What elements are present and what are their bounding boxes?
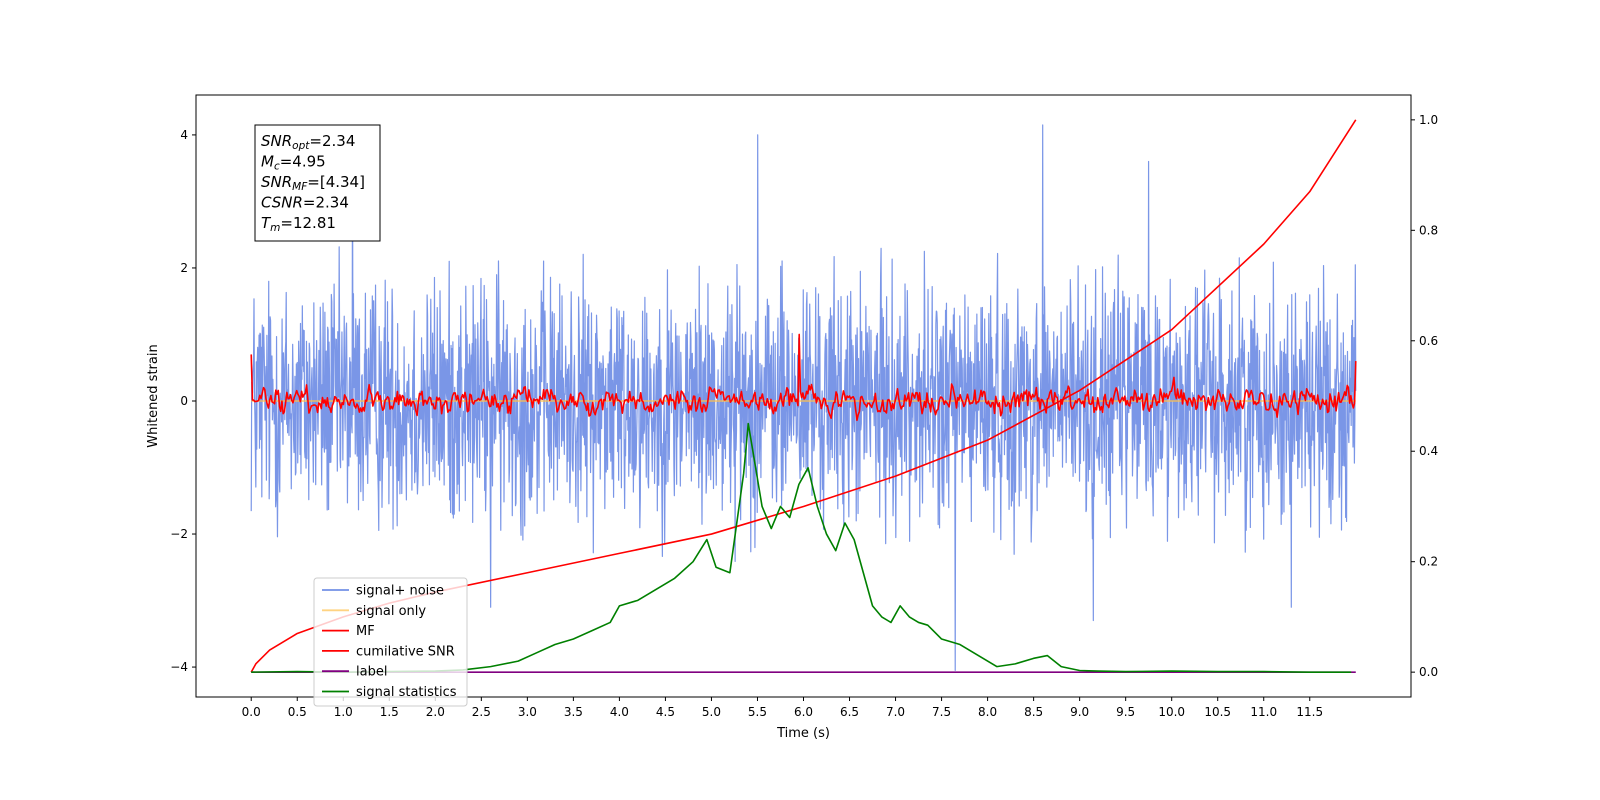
info-box-line: SNRopt=2.34 xyxy=(261,132,355,152)
x-tick-label: 0.0 xyxy=(242,705,261,719)
x-tick-label: 3.5 xyxy=(564,705,583,719)
series-line-3 xyxy=(250,119,1357,673)
y-tick-label: 0 xyxy=(180,394,188,408)
y2-tick-label: 0.4 xyxy=(1419,444,1438,458)
series-line-2 xyxy=(250,333,1357,422)
x-tick-label: 6.5 xyxy=(840,705,859,719)
y-tick-label: −2 xyxy=(170,527,188,541)
x-tick-label: 11.5 xyxy=(1296,705,1323,719)
x-axis-label: Time (s) xyxy=(776,726,830,741)
y2-tick-label: 1.0 xyxy=(1419,113,1438,127)
axes: 0.0 0.5 1.0 1.5 2.0 2.5 3.0 3.5 4.0 4.5 5.0 5.5 6.0 6… xyxy=(170,113,1438,719)
legend-label: signal+ noise xyxy=(356,584,444,599)
legend-label: cumilative SNR xyxy=(356,644,455,659)
x-tick-label: 10.5 xyxy=(1204,705,1231,719)
x-tick-label: 5.5 xyxy=(748,705,767,719)
y-tick-label: 4 xyxy=(180,128,188,142)
x-tick-label: 7.5 xyxy=(932,705,951,719)
legend-label: label xyxy=(356,665,387,680)
legend-frame xyxy=(313,577,468,707)
x-tick-label: 7.0 xyxy=(886,705,905,719)
x-tick-label: 11.0 xyxy=(1250,705,1277,719)
legend: signal+ noise signal only MF cumilative SNR… xyxy=(313,577,468,707)
legend-label: signal only xyxy=(356,604,426,619)
info-box-line: SNRMF=[4.34] xyxy=(261,173,365,193)
x-tick-label: 8.0 xyxy=(978,705,997,719)
info-box-line: Mc=4.95 xyxy=(261,153,326,173)
info-box-frame xyxy=(254,124,381,242)
y2-tick-label: 0.8 xyxy=(1419,223,1438,237)
y2-tick-label: 0.6 xyxy=(1419,334,1438,348)
x-tick-label: 8.5 xyxy=(1024,705,1043,719)
series-line-5 xyxy=(251,422,1352,673)
x-tick-label: 2.0 xyxy=(426,705,445,719)
x-tick-label: 5.0 xyxy=(702,705,721,719)
x-tick-label: 3.0 xyxy=(518,705,537,719)
x-tick-label: 10.0 xyxy=(1158,705,1185,719)
y2-tick-label: 0.2 xyxy=(1419,555,1438,569)
info-box-line: CSNR=2.34 xyxy=(261,194,349,212)
x-tick-label: 9.5 xyxy=(1116,705,1135,719)
y-axis-label: Whitened strain xyxy=(146,344,161,447)
legend-label: MF xyxy=(356,624,375,639)
x-tick-label: 1.0 xyxy=(334,705,353,719)
x-tick-label: 2.5 xyxy=(472,705,491,719)
y2-tick-label: 0.0 xyxy=(1419,665,1438,679)
x-tick-label: 4.5 xyxy=(656,705,675,719)
x-tick-label: 0.5 xyxy=(288,705,307,719)
x-tick-label: 9.0 xyxy=(1070,705,1089,719)
info-box-line: Tm=12.81 xyxy=(261,214,336,234)
y-tick-label: 2 xyxy=(180,261,188,275)
x-tick-label: 4.0 xyxy=(610,705,629,719)
x-tick-label: 1.5 xyxy=(380,705,399,719)
y-tick-label: −4 xyxy=(170,660,188,674)
legend-label: signal statistics xyxy=(356,685,457,700)
x-tick-label: 6.0 xyxy=(794,705,813,719)
